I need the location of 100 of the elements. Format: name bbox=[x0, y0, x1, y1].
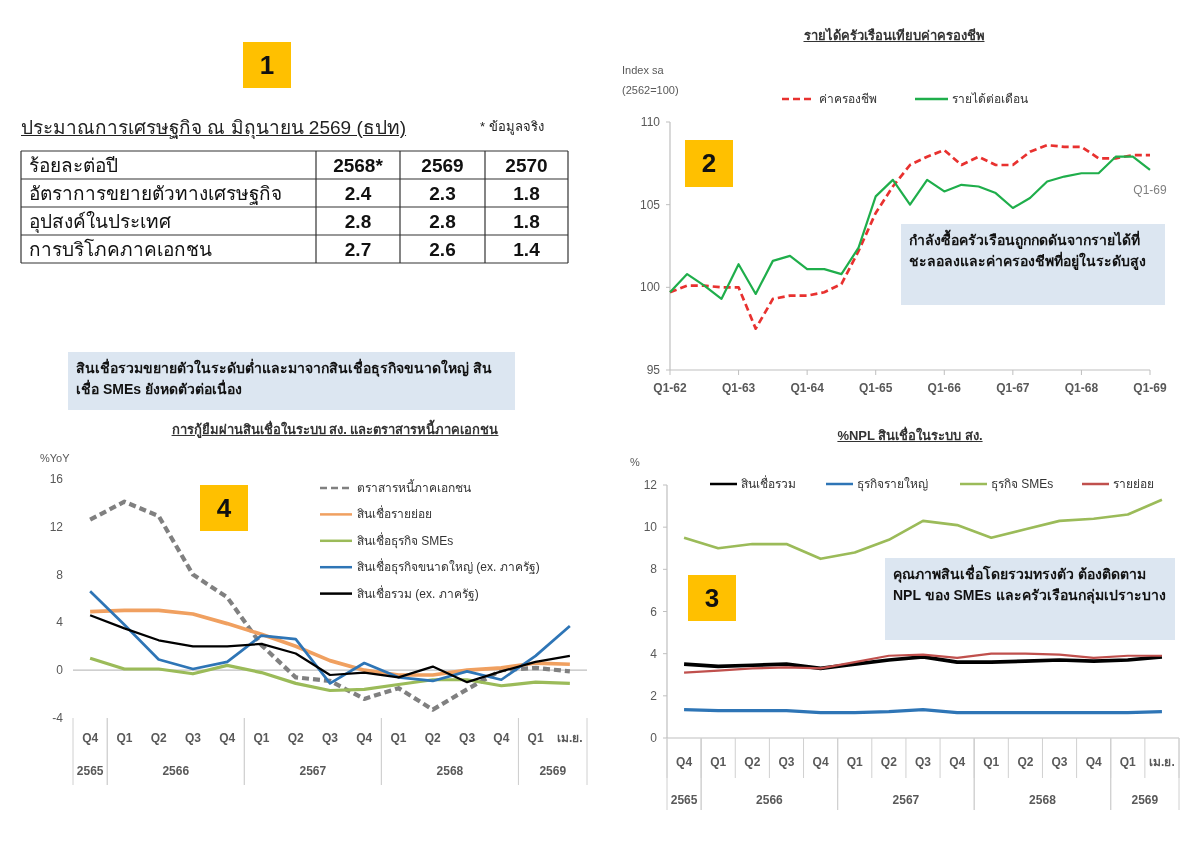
text: 2569 bbox=[539, 764, 567, 778]
badge: 4 bbox=[200, 485, 248, 531]
y-axis-title: % bbox=[630, 455, 641, 470]
legend-label: รายได้ต่อเดือน bbox=[952, 92, 1028, 106]
x-tick-label: Q1 bbox=[1119, 755, 1137, 769]
legend-label: ธุรกิจรายใหญ่ bbox=[857, 477, 928, 492]
y-tick-label: 16 bbox=[49, 472, 64, 486]
x-tick-label: Q1 bbox=[983, 755, 1000, 769]
data-label: 2.4 bbox=[344, 183, 372, 204]
data-label: 1.8 bbox=[513, 211, 540, 232]
y-tick-label: 8 bbox=[650, 562, 658, 577]
data-label: 2.6 bbox=[429, 239, 456, 260]
x-tick-label: Q4 bbox=[949, 755, 966, 769]
category-label: 2569 bbox=[421, 155, 464, 176]
text: 2567 bbox=[892, 793, 920, 807]
x-tick-label: Q1-67 bbox=[996, 381, 1030, 395]
x-tick-label: Q4 bbox=[356, 731, 373, 745]
legend-label: ธุรกิจ SMEs bbox=[991, 477, 1054, 492]
x-tick-label: Q1 bbox=[846, 755, 864, 769]
x-tick-label: Q3 bbox=[184, 731, 202, 745]
x-tick-label: เม.ย. bbox=[557, 731, 583, 745]
x-tick-label: Q3 bbox=[1051, 755, 1068, 769]
x-tick-label: Q3 bbox=[321, 731, 339, 745]
data-label: 1.8 bbox=[513, 183, 540, 204]
y-tick-label: 0 bbox=[56, 663, 64, 678]
text: 2565 bbox=[670, 793, 698, 807]
chart-title: การกู้ยืมผ่านสินเชื่อในระบบ สง. และตราสารหนี้ภาคเอกชน bbox=[170, 419, 500, 440]
x-tick-label: Q2 bbox=[880, 755, 898, 769]
category-label: 2570 bbox=[505, 155, 548, 176]
legend-label: รายย่อย bbox=[1113, 477, 1154, 491]
x-tick-label: Q2 bbox=[424, 731, 442, 745]
x-tick-label: Q3 bbox=[914, 755, 932, 769]
x-tick-label: Q4 bbox=[82, 731, 99, 745]
legend-label: สินเชื่อรายย่อย bbox=[357, 505, 432, 522]
x-tick-label: Q4 bbox=[1085, 755, 1102, 769]
y-tick-label: 4 bbox=[56, 615, 64, 630]
text: อัตราการขยายตัวทางเศรษฐกิจ bbox=[29, 183, 282, 205]
text: 2568 bbox=[436, 764, 464, 778]
chart-title: รายได้ครัวเรือนเทียบค่าครองชีพ bbox=[802, 27, 986, 45]
legend-label: สินเชื่อธุรกิจขนาดใหญ่ (ex. ภาครัฐ) bbox=[357, 558, 540, 576]
legend-label: สินเชื่อธุรกิจ SMEs bbox=[357, 531, 454, 549]
legend-label: ตราสารหนี้ภาคเอกชน bbox=[357, 479, 471, 495]
line-series bbox=[682, 498, 1164, 561]
x-tick-label: Q1 bbox=[116, 731, 133, 745]
text: ร้อยละต่อปี bbox=[29, 155, 118, 176]
text: * ข้อมูลจริง bbox=[480, 118, 544, 137]
badge: 3 bbox=[688, 575, 736, 621]
y-tick-label: 100 bbox=[639, 280, 661, 295]
x-tick-label: Q2 bbox=[744, 755, 761, 769]
line-series bbox=[89, 614, 571, 684]
text: อุปสงค์ในประเทศ bbox=[29, 211, 171, 234]
x-tick-label: Q3 bbox=[459, 731, 476, 745]
x-tick-label: Q4 bbox=[676, 755, 693, 769]
x-tick-label: Q2 bbox=[1017, 755, 1034, 769]
x-tick-label: Q1-65 bbox=[859, 381, 893, 395]
text: 2568 bbox=[1029, 793, 1057, 807]
data-label: 1.4 bbox=[513, 239, 541, 260]
x-tick-label: Q1 bbox=[710, 755, 727, 769]
x-tick-label: Q1-64 bbox=[790, 381, 825, 395]
x-tick-label: Q1-69 bbox=[1133, 381, 1167, 395]
data-label: 2.8 bbox=[429, 211, 456, 232]
y-tick-label: 2 bbox=[650, 688, 658, 703]
y-tick-label: 8 bbox=[56, 567, 64, 582]
data-label: 2.3 bbox=[429, 183, 456, 204]
y-tick-label: 95 bbox=[646, 363, 661, 377]
y-tick-label: 6 bbox=[650, 604, 658, 619]
badge: 1 bbox=[243, 42, 291, 88]
y-axis-title: %YoY bbox=[40, 451, 71, 466]
legend-label: สินเชื่อรวม bbox=[741, 475, 796, 491]
legend-label: ค่าครองชีพ bbox=[819, 92, 877, 106]
line-series bbox=[88, 656, 572, 693]
y-tick-label: 105 bbox=[639, 197, 661, 212]
x-tick-label: Q4 bbox=[219, 731, 236, 745]
y-tick-label: 12 bbox=[49, 519, 64, 534]
x-tick-label: Q1-66 bbox=[927, 381, 962, 395]
x-tick-label: Q1 bbox=[253, 731, 270, 745]
y-tick-label: 12 bbox=[643, 478, 658, 492]
y-tick-label: 110 bbox=[640, 115, 661, 129]
x-tick-label: Q2 bbox=[150, 731, 167, 745]
chart-title: %NPL สินเชื่อในระบบ สง. bbox=[836, 425, 984, 445]
data-label: 2.8 bbox=[344, 211, 372, 232]
y-axis-title: Index sa (2562=100) bbox=[622, 63, 680, 98]
text: 2567 bbox=[299, 764, 327, 778]
x-tick-label: Q3 bbox=[778, 755, 795, 769]
legend-label: สินเชื่อรวม (ex. ภาครัฐ) bbox=[357, 584, 479, 601]
line-series bbox=[88, 499, 572, 712]
text: 2565 bbox=[76, 764, 104, 778]
data-label: 2.7 bbox=[344, 239, 372, 260]
x-tick-label: Q1 bbox=[527, 731, 544, 745]
annotation: Q1-69 bbox=[1133, 182, 1167, 197]
y-tick-label: 4 bbox=[650, 646, 658, 661]
text: 2566 bbox=[756, 793, 784, 807]
x-tick-label: Q1 bbox=[390, 731, 407, 745]
x-tick-label: Q1-63 bbox=[721, 381, 756, 395]
badge: 2 bbox=[685, 140, 733, 187]
y-tick-label: -4 bbox=[52, 711, 64, 725]
x-tick-label: Q2 bbox=[287, 731, 305, 745]
text: การบริโภคภาคเอกชน bbox=[29, 238, 212, 260]
y-tick-label: 0 bbox=[650, 731, 658, 745]
text: 2566 bbox=[162, 764, 190, 778]
